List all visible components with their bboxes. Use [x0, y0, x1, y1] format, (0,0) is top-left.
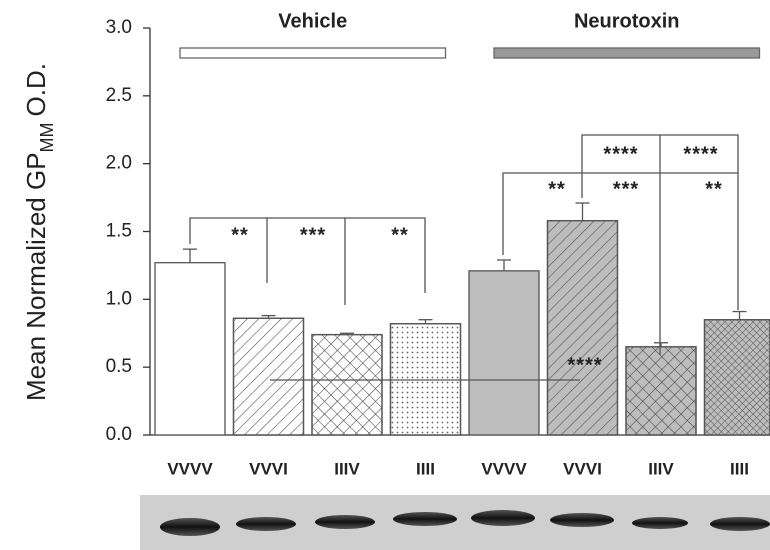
x-tick-label: IIIV: [334, 459, 360, 478]
bar: [469, 271, 539, 435]
chart: Mean Normalized GPMM O.D. 0.0 0.5 1.0 1.5 2.0…: [0, 0, 770, 550]
blot: [140, 495, 770, 550]
x-tick-label: IIII: [416, 459, 435, 478]
group-bar: [494, 48, 760, 58]
significance-label: ****: [603, 143, 638, 165]
blot-band: [710, 517, 770, 531]
bar-pattern: [626, 347, 696, 435]
blot-band: [632, 517, 688, 529]
significance-label: ****: [567, 354, 602, 376]
y-tick-label: 0.0: [106, 424, 132, 445]
significance-label: **: [705, 178, 723, 200]
bar: [155, 263, 225, 435]
y-tick-label: 2.5: [106, 85, 132, 106]
y-axis-label-sub: MM: [37, 122, 57, 152]
blot-band: [393, 512, 457, 526]
x-tick-label: VVVV: [167, 459, 213, 478]
y-axis-label-main: Mean Normalized GP: [21, 152, 51, 401]
group-bar: [180, 48, 446, 58]
significance-label: ***: [300, 224, 326, 246]
blot-band: [471, 510, 535, 526]
significance-label: **: [231, 224, 249, 246]
y-tick-label: 3.0: [106, 17, 132, 38]
x-tick-label: VVVV: [481, 459, 527, 478]
y-tick-label: 1.5: [106, 221, 132, 242]
y-tick-label: 0.5: [106, 356, 132, 377]
significance-label: **: [548, 178, 566, 200]
y-axis-label: Mean Normalized GPMM O.D.: [21, 63, 57, 401]
blot-band: [550, 513, 614, 527]
group-label: Neurotoxin: [574, 10, 680, 32]
bar-pattern: [312, 335, 382, 435]
x-tick-label: VVVI: [563, 459, 602, 478]
bar-pattern: [705, 320, 770, 435]
y-axis-label-suffix: O.D.: [21, 63, 51, 116]
bar-pattern: [234, 318, 304, 435]
blot-band: [236, 517, 296, 531]
x-tick-label: IIII: [730, 459, 749, 478]
group-label: Vehicle: [278, 10, 347, 32]
significance-label: ***: [613, 178, 639, 200]
y-tick-label: 1.0: [106, 288, 132, 309]
blot-band: [315, 515, 375, 529]
bar-pattern: [548, 221, 618, 435]
x-tick-label: VVVI: [249, 459, 288, 478]
significance-label: ****: [683, 143, 718, 165]
x-tick-label: IIIV: [648, 459, 674, 478]
significance-label: **: [391, 224, 409, 246]
blot-band: [160, 518, 220, 536]
y-tick-label: 2.0: [106, 153, 132, 174]
